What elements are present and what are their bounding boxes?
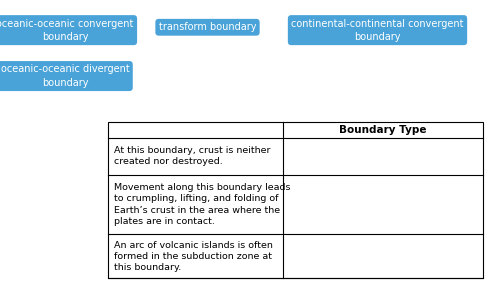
Text: At this boundary, crust is neither
created nor destroyed.: At this boundary, crust is neither creat… xyxy=(114,146,270,166)
Text: Movement along this boundary leads
to crumpling, lifting, and folding of
Earth’s: Movement along this boundary leads to cr… xyxy=(114,183,290,226)
Text: Boundary Type: Boundary Type xyxy=(338,125,426,135)
Text: oceanic-oceanic convergent
boundary: oceanic-oceanic convergent boundary xyxy=(0,19,134,42)
Text: continental-continental convergent
boundary: continental-continental convergent bound… xyxy=(291,19,464,42)
Text: transform boundary: transform boundary xyxy=(159,22,256,32)
Text: An arc of volcanic islands is often
formed in the subduction zone at
this bounda: An arc of volcanic islands is often form… xyxy=(114,241,272,272)
Text: oceanic-oceanic divergent
boundary: oceanic-oceanic divergent boundary xyxy=(0,65,130,88)
Bar xyxy=(108,122,482,278)
